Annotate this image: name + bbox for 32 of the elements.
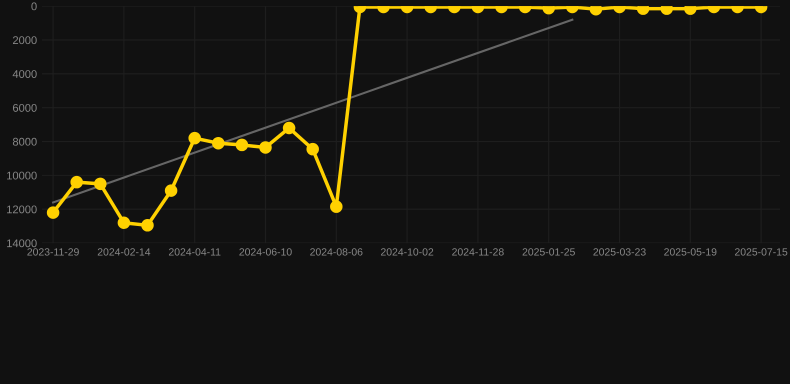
x-tick-label: 2025-03-23 — [593, 248, 646, 256]
x-tick-label: 2024-08-06 — [310, 248, 362, 256]
point — [282, 122, 296, 134]
point — [94, 178, 107, 190]
x-tick-label: 2025-07-15 — [735, 248, 788, 256]
point — [118, 216, 130, 230]
y-tick-label: 2000 — [12, 36, 37, 44]
y-tick-label: 12000 — [7, 205, 37, 214]
point — [188, 132, 201, 144]
x-tick-label: 2023-11-29 — [27, 248, 79, 256]
point — [164, 184, 178, 197]
x-tick-label: 2025-05-19 — [664, 248, 716, 256]
y-tick-label: 14000 — [7, 239, 37, 248]
point — [212, 136, 225, 150]
y-tick-label: 6000 — [12, 104, 37, 112]
point — [259, 141, 272, 154]
point — [306, 142, 319, 156]
point — [70, 176, 83, 188]
x-tick-label: 2024-10-02 — [380, 248, 434, 256]
point — [141, 219, 154, 232]
point — [330, 200, 343, 213]
x-tick-label: 2024-06-10 — [239, 248, 292, 256]
y-tick-label: 4000 — [12, 70, 37, 78]
x-tick-label: 2025-01-25 — [522, 248, 575, 256]
y-tick-label: 0 — [31, 2, 37, 10]
point — [236, 138, 248, 152]
x-tick-label: 2024-11-28 — [452, 248, 504, 256]
x-tick-label: 2024-02-14 — [98, 248, 150, 256]
point — [46, 206, 60, 219]
y-tick-label: 8000 — [12, 138, 37, 146]
x-tick-label: 2024-04-11 — [168, 248, 220, 256]
y-tick-label: 10000 — [7, 172, 37, 180]
